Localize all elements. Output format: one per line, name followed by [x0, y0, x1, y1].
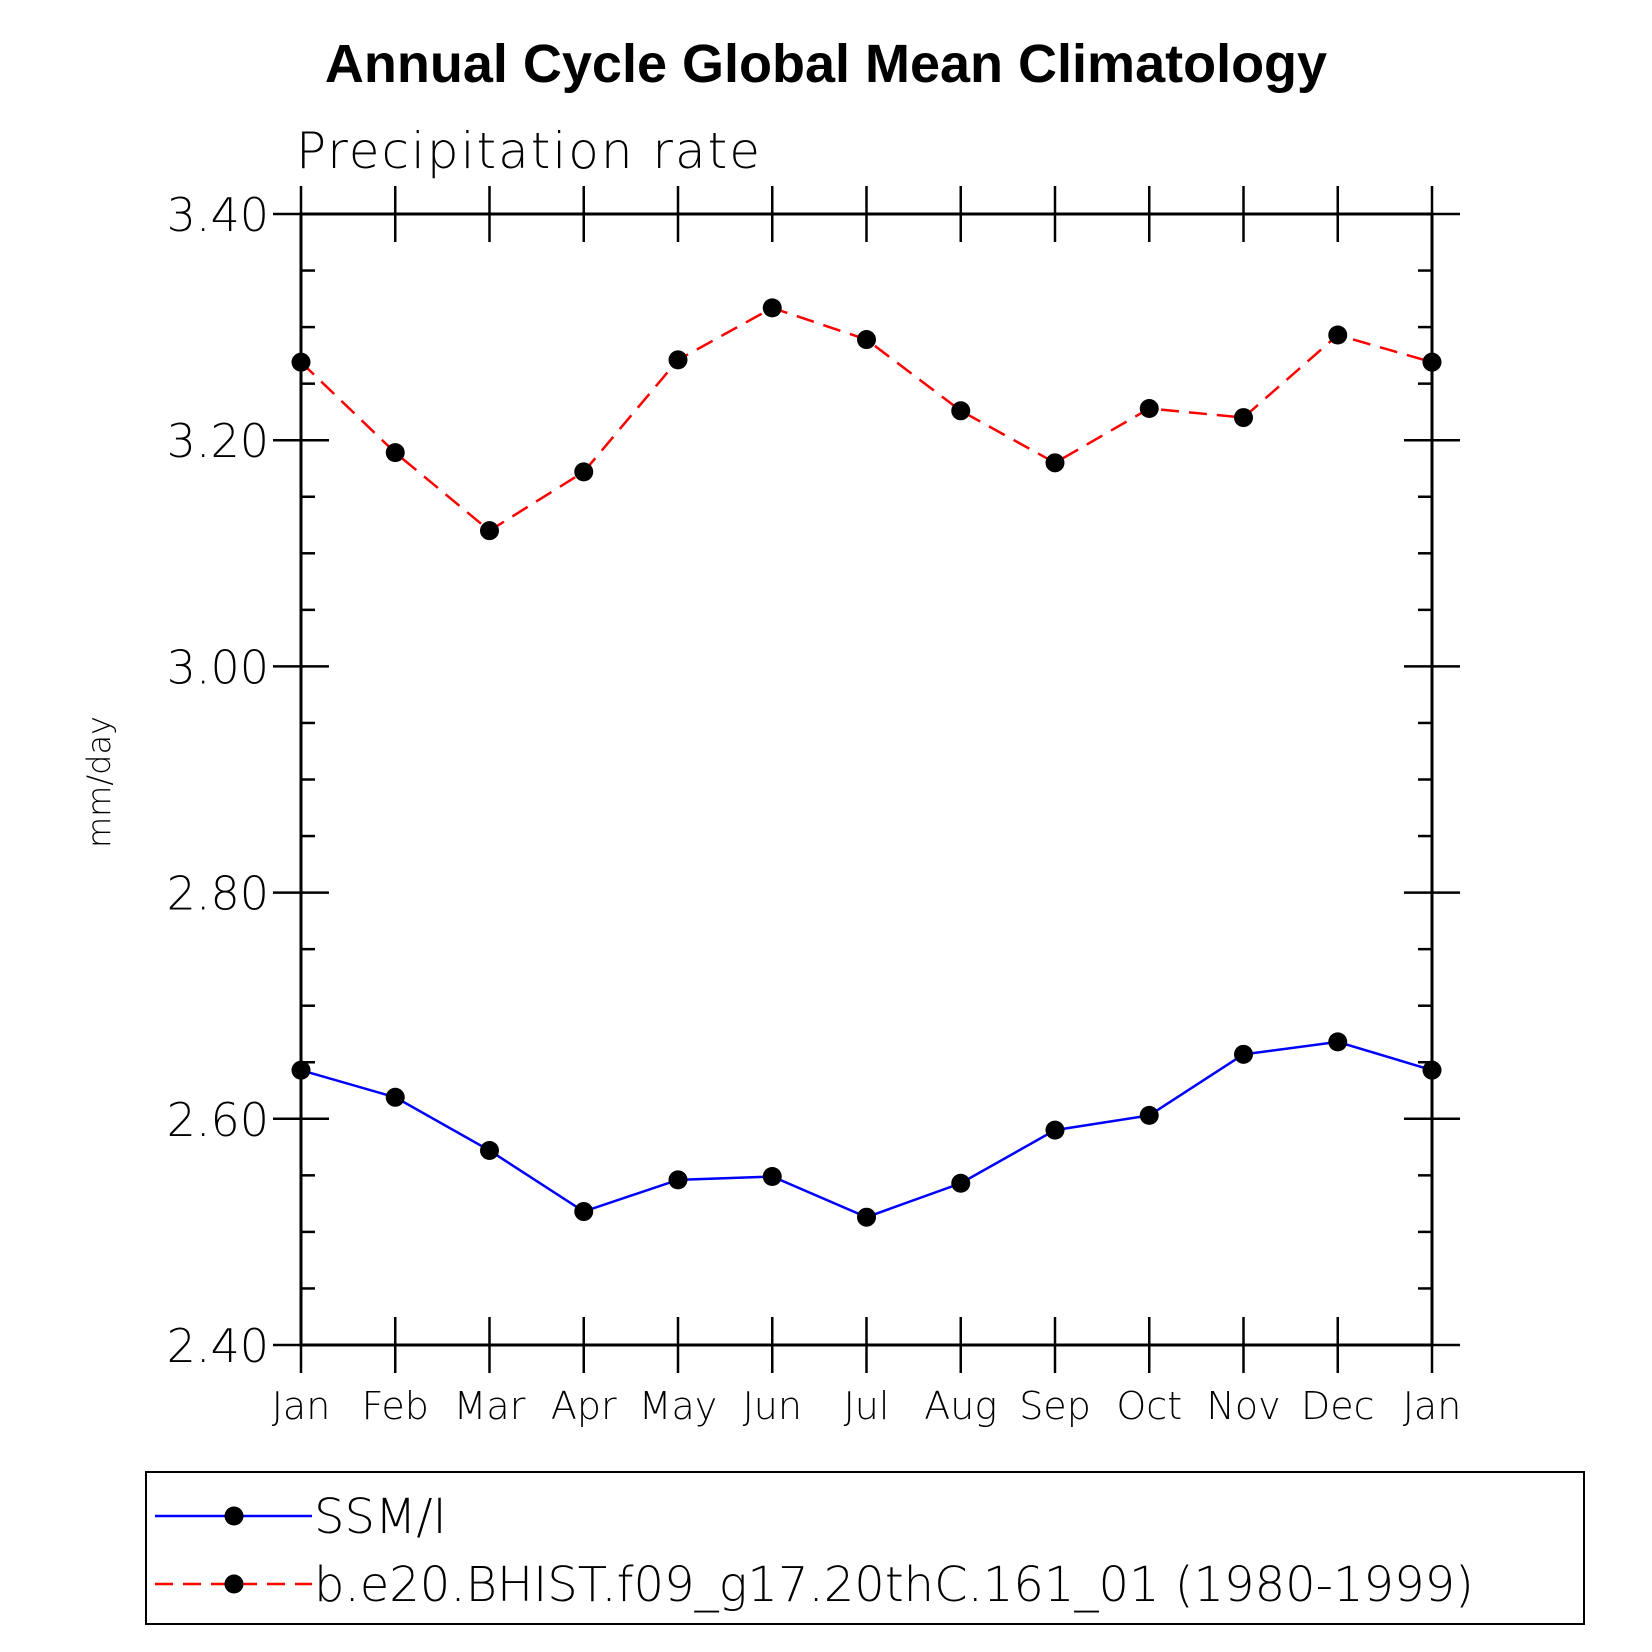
series-1-point	[385, 443, 405, 463]
series-0-point	[1045, 1120, 1065, 1140]
x-tick-label: Feb	[362, 1384, 429, 1428]
y-tick-label: 3.00	[167, 640, 269, 694]
series-1-point	[1045, 453, 1065, 473]
series-0-point	[1328, 1032, 1348, 1052]
series-0-point	[574, 1202, 594, 1222]
series-1-point	[762, 298, 782, 318]
series-1-point	[1328, 325, 1348, 345]
x-tick-label: Aug	[924, 1384, 997, 1428]
x-tick-label: Nov	[1206, 1384, 1280, 1428]
x-tick-label: Oct	[1116, 1384, 1182, 1428]
chart-title: Annual Cycle Global Mean Climatology	[325, 34, 1327, 94]
y-tick-label: 2.60	[167, 1093, 269, 1147]
legend-label-0: SSM/I	[314, 1489, 447, 1545]
legend: SSM/I b.e20.BHIST.f09_g17.20thC.161_01 (1…	[145, 1471, 1585, 1625]
legend-marker-1	[224, 1574, 244, 1594]
series-1-point	[951, 401, 971, 421]
series-0-point	[857, 1207, 876, 1227]
y-tick-label: 2.80	[167, 867, 269, 921]
series-1-point	[1234, 408, 1253, 428]
series-0-point	[1139, 1105, 1159, 1125]
y-tick-label: 3.40	[167, 188, 269, 242]
series-0-point	[1234, 1044, 1253, 1064]
series-0-point	[385, 1087, 405, 1107]
x-tick-label: Jun	[743, 1384, 802, 1428]
series-line-0	[300, 1040, 1433, 1219]
series-0-point	[951, 1173, 971, 1193]
x-tick-label: Dec	[1301, 1384, 1375, 1428]
legend-box	[145, 1471, 1585, 1625]
series-0-point	[1422, 1060, 1442, 1080]
series-0-point	[291, 1060, 311, 1080]
series-1-point	[1422, 352, 1442, 372]
series-0-point	[762, 1166, 782, 1186]
x-tick-label: Mar	[454, 1384, 526, 1428]
y-axis-label: mm/day	[80, 716, 118, 848]
x-tick-label: Apr	[551, 1384, 617, 1428]
series-1-point	[574, 462, 594, 482]
x-tick-label: May	[639, 1384, 718, 1428]
series-1-point	[480, 521, 499, 541]
x-tick-label: Jan	[1403, 1384, 1462, 1428]
series-1-point	[291, 352, 311, 372]
legend-label-1: b.e20.BHIST.f09_g17.20thC.161_01 (1980-1…	[314, 1557, 1474, 1613]
x-tick-label: Jul	[844, 1384, 890, 1428]
plot-area: 2.40 2.60 2.80 3.00 3.20 3.40 Jan Feb Mar Apr May J…	[167, 186, 1462, 1428]
chart-subtitle: Precipitation rate	[296, 122, 762, 180]
y-tick-label: 2.40	[167, 1319, 269, 1373]
plot-frame	[299, 212, 1434, 1347]
y-tick-label: 3.20	[167, 414, 269, 468]
x-tick-label: Jan	[272, 1384, 331, 1428]
series-1-point	[1139, 399, 1159, 419]
series-0-point	[480, 1140, 499, 1160]
series-1-point	[857, 330, 876, 350]
x-tick-label: Sep	[1019, 1384, 1091, 1428]
series-1-point	[668, 350, 688, 370]
series-0-point	[668, 1170, 688, 1190]
legend-marker-0	[224, 1506, 244, 1526]
